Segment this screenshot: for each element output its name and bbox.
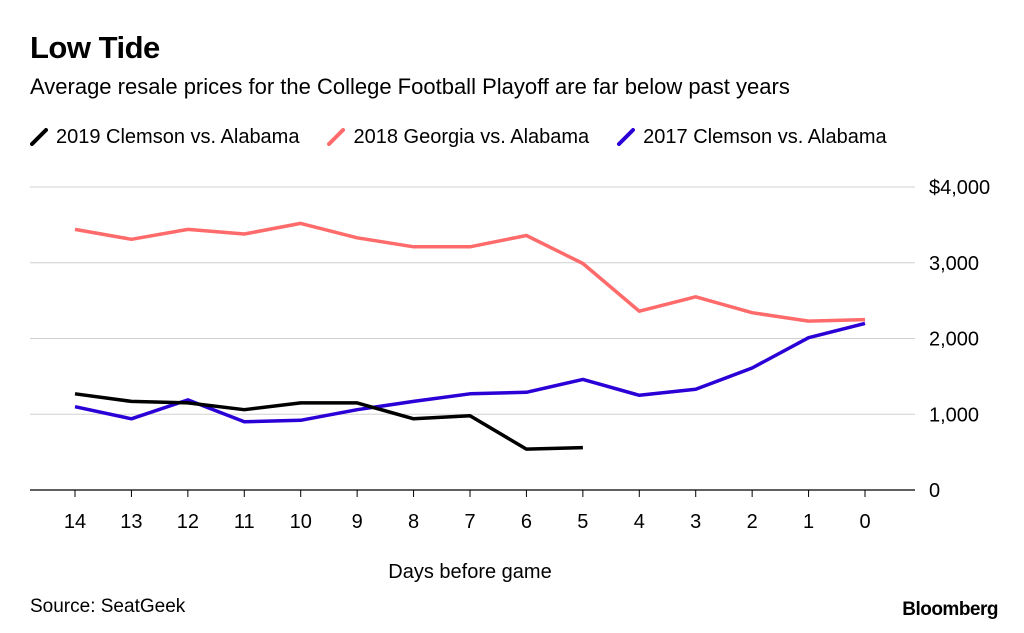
legend: 2019 Clemson vs. Alabama 2018 Georgia vs… [30, 122, 915, 152]
y-tick-label: 2,000 [929, 329, 979, 351]
x-tick-label: 1 [803, 511, 814, 533]
y-tick-label: 1,000 [929, 404, 979, 426]
series-line-2018-georgia-vs-alabama [74, 221, 866, 323]
chart-subtitle: Average resale prices for the College Fo… [30, 74, 790, 99]
x-tick-label: 10 [290, 511, 312, 533]
series-line-2019-clemson-vs-alabama [74, 392, 583, 451]
brand-logo: Bloomberg [902, 599, 998, 620]
x-tick-label: 8 [408, 511, 419, 533]
legend-item-2019-clemson: 2019 Clemson vs. Alabama [30, 126, 299, 149]
x-tick-label: 6 [521, 511, 532, 533]
x-tick-label: 0 [859, 511, 870, 533]
x-tick-label: 3 [690, 511, 701, 533]
legend-item-2018-georgia: 2018 Georgia vs. Alabama [327, 126, 589, 149]
legend-label: 2017 Clemson vs. Alabama [643, 125, 887, 148]
legend-swatch-icon [617, 128, 636, 146]
x-tick-label: 14 [64, 511, 86, 533]
y-tick-label: 0 [929, 480, 940, 502]
chart-title: Low Tide [30, 30, 160, 65]
legend-swatch-icon [327, 128, 346, 146]
legend-swatch-icon [30, 128, 48, 146]
y-tick-label: $4,000 [929, 177, 990, 199]
x-tick-label: 12 [177, 511, 199, 533]
legend-item-2017-clemson: 2017 Clemson vs. Alabama [617, 125, 887, 149]
x-tick-label: 9 [352, 511, 363, 533]
x-axis-label: Days before game [388, 561, 551, 583]
legend-label: 2018 Georgia vs. Alabama [353, 125, 590, 148]
source-note: Source: SeatGeek [30, 596, 186, 617]
x-tick-label: 4 [634, 511, 645, 533]
x-tick-label: 7 [464, 511, 475, 533]
x-tick-label: 5 [577, 511, 588, 533]
legend-label: 2019 Clemson vs. Alabama [56, 125, 300, 148]
series-line-2017-clemson-vs-alabama [74, 321, 866, 424]
y-tick-label: 3,000 [929, 253, 979, 275]
x-tick-label: 13 [120, 511, 142, 533]
x-tick-label: 11 [234, 511, 255, 533]
x-tick-label: 2 [747, 511, 758, 533]
